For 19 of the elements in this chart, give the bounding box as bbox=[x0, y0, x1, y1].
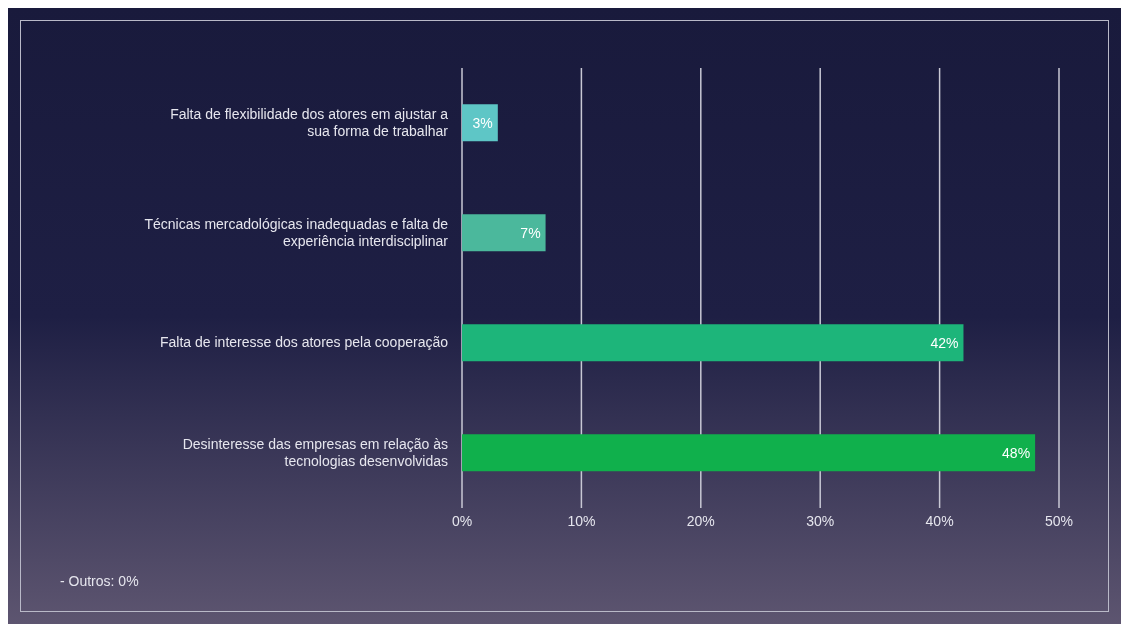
data-label: 7% bbox=[520, 224, 541, 241]
x-tick-label: 0% bbox=[451, 512, 473, 529]
data-label: 3% bbox=[472, 114, 493, 131]
x-tick-label: 20% bbox=[686, 512, 715, 529]
bar bbox=[462, 324, 964, 362]
data-label: 48% bbox=[1002, 444, 1031, 461]
y-tick-label: Técnicas mercadológicas inadequadas e falta de experiência interdisciplinar bbox=[144, 215, 449, 249]
x-tick-label: 10% bbox=[567, 512, 596, 529]
x-tick-label: 30% bbox=[806, 512, 835, 529]
x-tick-label: 40% bbox=[925, 512, 954, 529]
bar bbox=[462, 214, 546, 252]
y-tick-label: Falta de interesse dos atores pela cooperação bbox=[160, 333, 449, 350]
x-tick-label: 50% bbox=[1044, 512, 1074, 529]
bar bbox=[462, 104, 498, 142]
data-label: 42% bbox=[930, 334, 959, 351]
y-tick-label: Desinteresse das empresas em relação às tecnologias desenvolvidas bbox=[182, 435, 448, 469]
text: - Outros: 0% bbox=[60, 573, 139, 589]
bar bbox=[462, 434, 1036, 472]
y-tick-label: Falta de flexibilidade dos atores em ajustar a sua forma de trabalhar bbox=[170, 105, 449, 139]
